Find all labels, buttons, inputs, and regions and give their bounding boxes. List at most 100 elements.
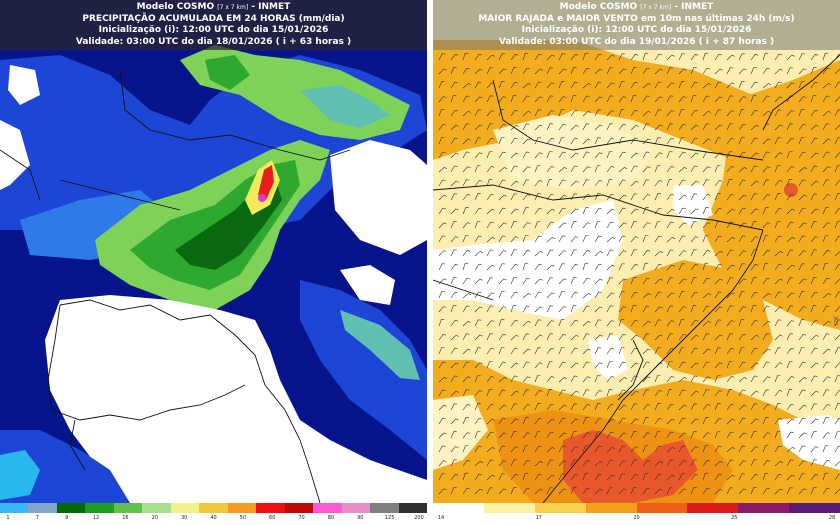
wind-barb — [666, 403, 674, 411]
wind-barb — [834, 461, 840, 467]
wind-barb — [726, 389, 733, 397]
legend-label: 20 — [151, 515, 158, 521]
wind-barb — [606, 95, 614, 103]
wind-barb — [510, 459, 518, 467]
wind-barb — [750, 137, 758, 145]
wind-barb — [450, 319, 459, 327]
wind-barb — [558, 404, 567, 411]
wind-barb — [786, 347, 795, 355]
wind-barb — [786, 166, 795, 173]
wind-barb — [690, 124, 699, 131]
wind-barb — [546, 208, 555, 215]
wind-barb — [654, 417, 662, 425]
wind-barb — [714, 109, 722, 117]
wind-barb — [594, 152, 603, 159]
wind-barb — [546, 361, 553, 369]
no-rain-area — [340, 265, 395, 305]
wind-barb — [690, 446, 699, 453]
wind-barb — [810, 431, 817, 439]
wind-barb — [714, 193, 721, 201]
wind-barb — [522, 277, 530, 285]
wind-barb — [558, 333, 567, 341]
wind-barb — [618, 96, 627, 103]
wind-barb — [642, 235, 649, 243]
wind-barb — [450, 375, 458, 383]
wind-barb — [738, 432, 747, 439]
wind-barb — [546, 221, 554, 229]
wind-barb — [462, 277, 470, 285]
wind-barb — [702, 472, 709, 481]
wind-barb — [750, 236, 759, 243]
legend-bar — [0, 503, 427, 513]
wind-barb — [762, 472, 769, 481]
wind-barb — [786, 221, 794, 229]
wind-barb — [462, 110, 471, 117]
wind-barb — [522, 404, 531, 411]
wind-barb — [522, 166, 531, 173]
wind-barb — [594, 96, 603, 103]
wind-barb — [726, 277, 734, 285]
wind-barb — [654, 431, 661, 439]
wind-barb — [654, 53, 662, 61]
wind-barb — [762, 250, 771, 257]
wind-barb — [498, 432, 507, 439]
wind-area-orange — [703, 60, 840, 330]
wind-barb — [666, 459, 674, 467]
wind-barb — [714, 81, 722, 89]
legend-label: 25 — [731, 515, 738, 521]
wind-barb — [534, 431, 541, 439]
wind-barb — [630, 67, 637, 75]
wind-barb — [822, 305, 830, 313]
wind-barb — [438, 194, 447, 201]
wind-barb — [798, 306, 807, 313]
wind-barb — [654, 347, 662, 355]
wind-barb — [666, 277, 674, 285]
wind-barb — [474, 306, 483, 313]
legend-swatch — [85, 503, 114, 513]
no-rain-area — [8, 65, 40, 105]
wind-barb — [594, 375, 601, 383]
wind-barb — [714, 180, 723, 187]
wind-barb — [702, 460, 711, 467]
wind-barb — [594, 488, 603, 495]
wind-barb — [510, 403, 518, 411]
wind-barb — [510, 152, 519, 159]
wind-barb — [702, 250, 711, 257]
wind-barb — [750, 291, 758, 299]
wind-barb — [618, 291, 625, 299]
wind-area-red-orange — [563, 430, 698, 503]
wind-barb — [678, 347, 685, 355]
wind-barb — [486, 179, 493, 187]
wind-barb — [810, 208, 819, 215]
wind-barb — [822, 83, 832, 89]
wind-barb — [774, 445, 782, 453]
wind-barb — [810, 124, 819, 131]
wind-barb — [462, 417, 469, 425]
wind-barb — [474, 319, 482, 327]
wind-barb — [630, 347, 638, 355]
wind-barb — [534, 263, 542, 271]
wind-barb — [594, 362, 603, 369]
wind-barb — [534, 235, 542, 243]
wind-barb — [630, 431, 637, 439]
wind-barb — [606, 292, 615, 299]
wind-barb — [510, 67, 517, 75]
wind-barb — [642, 361, 650, 369]
wind-barb — [810, 459, 818, 467]
no-rain-area — [45, 295, 427, 503]
wind-barb — [798, 445, 806, 453]
wind-barb — [546, 292, 555, 299]
wind-area-white — [778, 415, 840, 470]
wind-barb — [594, 53, 602, 61]
wind-barb — [786, 179, 793, 187]
legend-swatch — [56, 503, 86, 513]
wind-barb — [762, 166, 771, 173]
wind-barb — [822, 194, 831, 201]
wind-barb — [510, 418, 519, 425]
wind-barb — [450, 390, 459, 397]
wind-barb — [786, 333, 794, 341]
wind-barb — [738, 81, 745, 89]
wind-barb — [690, 319, 699, 327]
wind-barb — [534, 68, 543, 75]
wind-barb — [822, 432, 831, 439]
